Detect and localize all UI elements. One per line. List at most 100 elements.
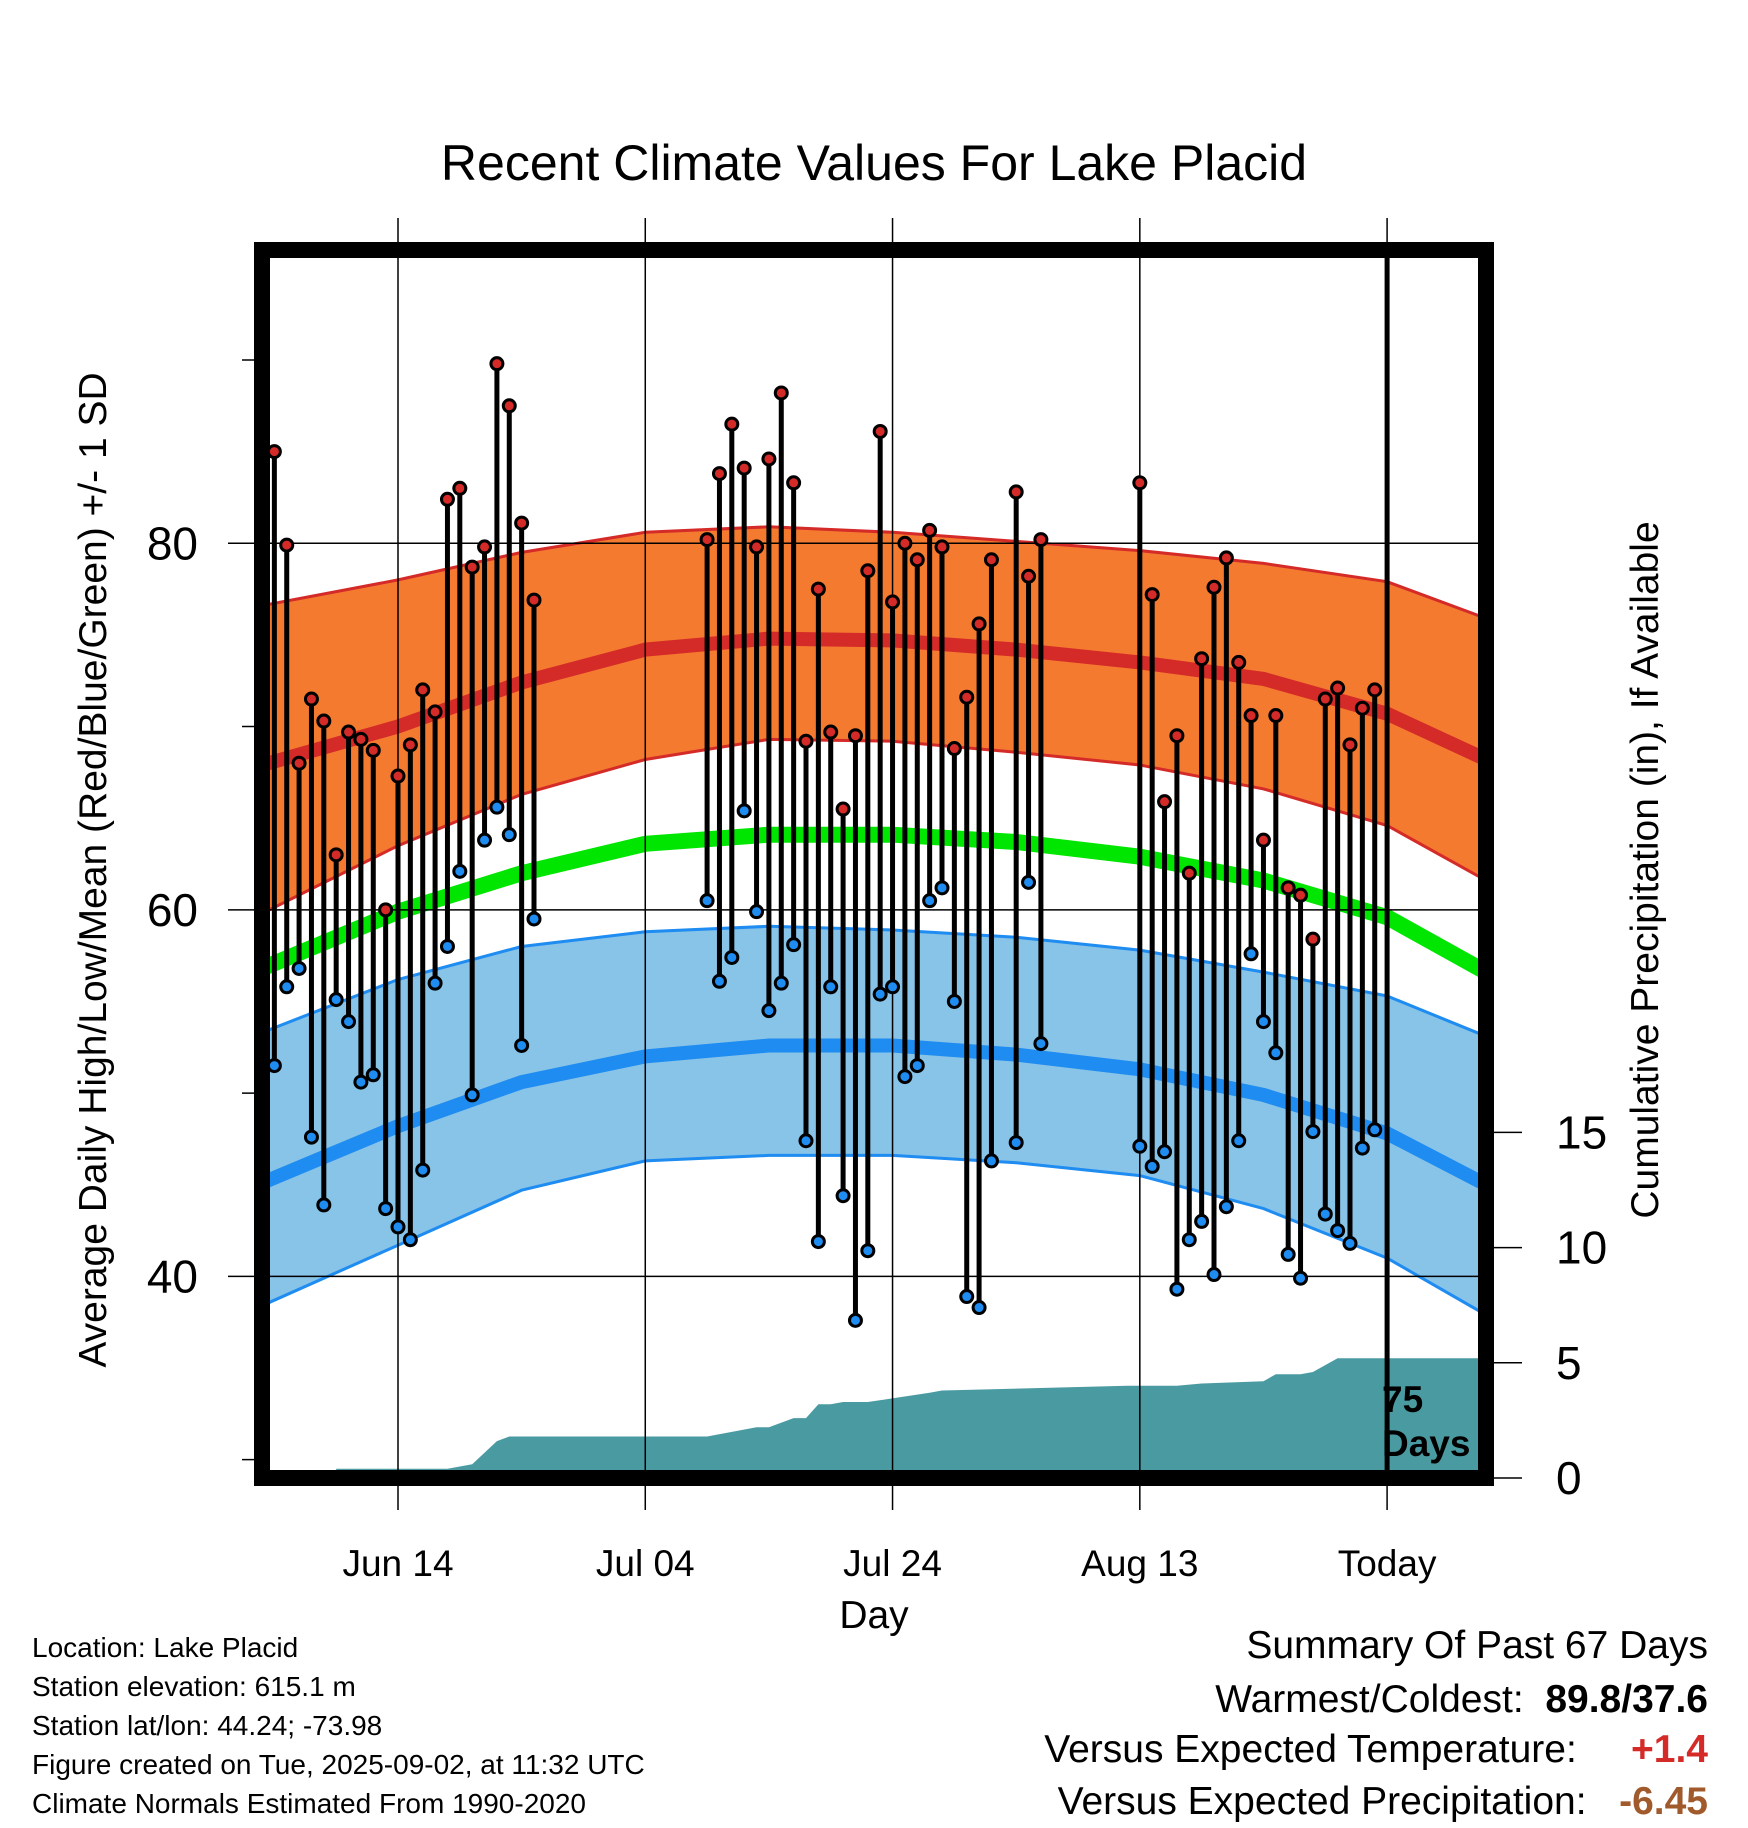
daily-high-point (1157, 794, 1173, 810)
observation-day (378, 902, 394, 1217)
observation-day (1280, 880, 1296, 1262)
daily-low-point (1255, 1014, 1271, 1030)
observation-day (934, 539, 950, 896)
daily-high-point (946, 741, 962, 757)
plot-area (262, 250, 1486, 1478)
daily-low-point (1317, 1206, 1333, 1222)
observation-day (922, 522, 938, 909)
daily-low-point (1132, 1138, 1148, 1154)
observation-day (1317, 691, 1333, 1222)
y2-tick-label: 15 (1556, 1106, 1607, 1158)
daily-low-point (291, 960, 307, 976)
daily-low-point (303, 1129, 319, 1145)
precipitation-area (274, 1358, 1486, 1478)
daily-low-point (1181, 1232, 1197, 1248)
summary-temp: Versus Expected Temperature: +1.4 (1044, 1730, 1708, 1769)
daily-low-point (699, 893, 715, 909)
observation-day (1243, 708, 1259, 962)
y2-tick-label: 10 (1556, 1222, 1607, 1274)
x-tick-label: Jul 04 (596, 1543, 695, 1584)
observation-day (885, 594, 901, 995)
observation-day (872, 423, 888, 1002)
observation-day (353, 731, 369, 1090)
daily-high-point (885, 594, 901, 610)
summary-heading: Summary Of Past 67 Days (1246, 1626, 1708, 1665)
daily-high-point (427, 704, 443, 720)
daily-low-point (1243, 946, 1259, 962)
daily-high-point (711, 466, 727, 482)
observation-day (526, 592, 542, 927)
observation-day (390, 768, 406, 1235)
observation-day (711, 466, 727, 989)
daily-high-point (328, 847, 344, 863)
observation-day (266, 444, 282, 1074)
observation-day (773, 385, 789, 991)
daily-low-point (1008, 1135, 1024, 1151)
daily-low-point (1342, 1235, 1358, 1251)
daily-low-point (365, 1067, 381, 1083)
low-sd-band (262, 926, 1486, 1315)
daily-low-point (1354, 1140, 1370, 1156)
observation-day (1268, 708, 1284, 1061)
observation-day (1132, 475, 1148, 1154)
observation-day (1181, 865, 1197, 1248)
daily-high-point (773, 385, 789, 401)
daily-low-point (1169, 1281, 1185, 1297)
daily-low-point (946, 993, 962, 1009)
daily-high-point (489, 356, 505, 372)
chart-title: Recent Climate Values For Lake Placid (441, 135, 1307, 191)
observation-day (897, 535, 913, 1085)
observation-day (724, 416, 740, 965)
observation-day (341, 724, 357, 1030)
daily-low-point (415, 1162, 431, 1178)
daily-high-point (316, 713, 332, 729)
daily-high-point (1293, 887, 1309, 903)
observation-day (1330, 680, 1346, 1239)
observation-day (452, 480, 468, 879)
y2-axis-label: Cumulative Precipitation (in), If Availa… (1624, 521, 1667, 1218)
daily-low-point (477, 832, 493, 848)
observation-day (1342, 737, 1358, 1251)
daily-high-point (303, 691, 319, 707)
daily-high-point (922, 522, 938, 538)
observation-day (464, 559, 480, 1103)
daily-low-point (1305, 1124, 1321, 1140)
observation-day (909, 552, 925, 1074)
daily-high-point (897, 535, 913, 551)
observation-day (402, 737, 418, 1248)
temp-value: +1.4 (1631, 1728, 1708, 1771)
today-days-label: 75 Days (1382, 1379, 1470, 1464)
daily-low-point (847, 1312, 863, 1328)
daily-low-point (1330, 1223, 1346, 1239)
observation-day (959, 689, 975, 1305)
observation-day (1008, 484, 1024, 1151)
daily-high-point (1280, 880, 1296, 896)
daily-high-point (1317, 691, 1333, 707)
daily-low-point (835, 1188, 851, 1204)
daily-low-point (1206, 1267, 1222, 1283)
observation-day (316, 713, 332, 1213)
daily-low-point (328, 992, 344, 1008)
daily-high-point (1231, 654, 1247, 670)
daily-low-point (1293, 1270, 1309, 1286)
y2-tick-label: 0 (1556, 1452, 1582, 1504)
daily-high-point (749, 539, 765, 555)
daily-high-point (1268, 708, 1284, 724)
observation-day (303, 691, 319, 1145)
observation-day (699, 532, 715, 909)
daily-high-point (736, 460, 752, 476)
daily-low-point (464, 1087, 480, 1103)
daily-low-point (724, 949, 740, 965)
daily-high-point (1181, 865, 1197, 881)
daily-high-point (1194, 651, 1210, 667)
observation-day (514, 515, 530, 1053)
daily-high-point (761, 451, 777, 467)
observation-day (823, 724, 839, 995)
daily-high-point (1354, 700, 1370, 716)
daily-high-point (291, 755, 307, 771)
observation-day (1157, 794, 1173, 1160)
observation-day (1255, 832, 1271, 1030)
daily-low-point (897, 1069, 913, 1085)
observation-day (749, 539, 765, 920)
daily-low-point (402, 1232, 418, 1248)
